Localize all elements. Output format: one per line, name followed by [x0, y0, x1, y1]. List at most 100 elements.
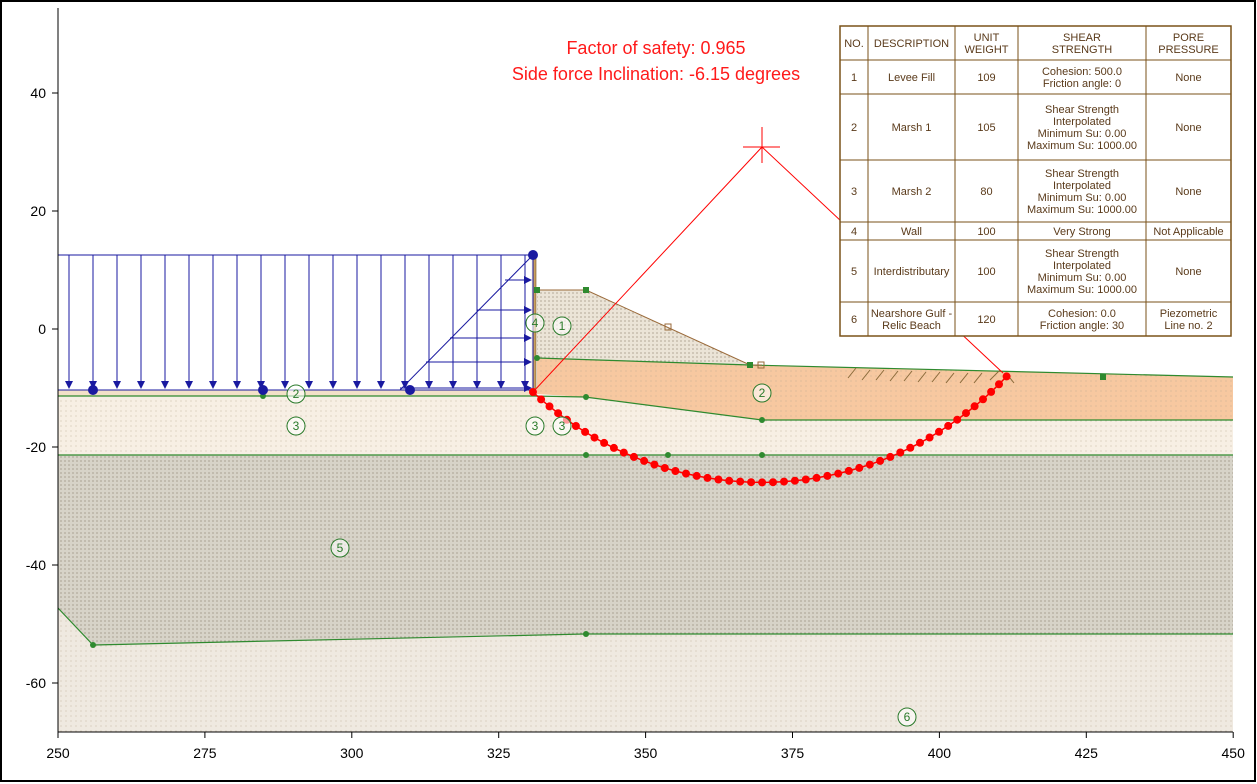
slip-point	[987, 387, 996, 396]
soil-label-interdist: 5	[330, 538, 350, 558]
table-cell-text: Friction angle: 0	[1043, 78, 1121, 90]
table-cell-text: Interpolated	[1053, 116, 1111, 128]
slip-point	[650, 460, 659, 469]
table-cell-text: 100	[977, 266, 995, 278]
slip-point	[944, 421, 953, 430]
surface-load	[58, 254, 534, 392]
svg-text:4: 4	[532, 316, 539, 330]
y-tick-label: 20	[30, 203, 46, 219]
svg-text:3: 3	[559, 419, 566, 433]
slip-point	[935, 427, 943, 436]
slip-point	[660, 464, 669, 472]
table-cell-text: Very Strong	[1053, 226, 1110, 238]
table-cell-text: Minimum Su: 0.00	[1038, 272, 1127, 284]
slip-point	[970, 402, 979, 411]
soil-label-marsh2-mid-b: 3	[552, 416, 572, 436]
table-cell-text: None	[1175, 266, 1201, 278]
ground-hatch	[847, 367, 1015, 384]
table-cell-text: Shear Strength	[1045, 248, 1119, 260]
slip-point	[790, 476, 799, 485]
svg-text:5: 5	[337, 541, 344, 555]
slip-point	[590, 433, 599, 442]
slip-point	[609, 443, 618, 452]
slip-point	[736, 477, 745, 486]
slip-point	[979, 395, 987, 404]
slip-point	[769, 478, 777, 487]
slip-point	[529, 388, 537, 396]
slip-point	[714, 475, 723, 484]
y-tick-label: 0	[38, 321, 46, 337]
slip-point	[725, 476, 734, 485]
slip-point	[925, 433, 934, 442]
table-cell-text: Friction angle: 30	[1040, 320, 1124, 332]
table-cell-text: Interdistributary	[874, 266, 950, 278]
slip-surface-points	[529, 372, 1011, 487]
table-cell-text: None	[1175, 186, 1201, 198]
soil-label-marsh2-mid-a: 3	[525, 416, 545, 436]
slip-point	[619, 448, 628, 457]
svg-text:6: 6	[904, 710, 911, 724]
soil-label-marsh1-right: 2	[752, 383, 772, 403]
slip-point	[865, 460, 874, 469]
slip-point	[780, 477, 788, 486]
y-tick-label: -20	[26, 439, 46, 455]
slip-point	[876, 456, 885, 465]
table-cell-text: UNIT	[974, 32, 1000, 44]
table-cell-text: PORE	[1173, 32, 1204, 44]
slip-point	[1002, 372, 1011, 381]
slip-point	[886, 452, 895, 461]
table-cell-text: Cohesion: 500.0	[1042, 66, 1122, 78]
slip-point	[801, 475, 810, 484]
load-nodes	[88, 250, 538, 395]
x-tick-label: 450	[1222, 745, 1246, 761]
table-cell-text: Levee Fill	[888, 72, 935, 84]
slip-point	[600, 438, 609, 447]
svg-text:1: 1	[559, 319, 566, 333]
x-tick-label: 375	[781, 745, 805, 761]
table-cell-text: Maximum Su: 1000.00	[1027, 140, 1137, 152]
table-cell-text: 100	[977, 226, 995, 238]
soil-label-wall: 4	[525, 313, 545, 333]
table-cell-text: 1	[851, 72, 857, 84]
slip-point	[812, 473, 821, 482]
table-cell-text: SHEAR	[1063, 32, 1101, 44]
table-cell-text: Line no. 2	[1164, 320, 1212, 332]
slip-point	[834, 469, 843, 478]
table-cell-text: Interpolated	[1053, 180, 1111, 192]
table-cell-text: 120	[977, 314, 995, 326]
y-tick-label: -40	[26, 557, 46, 573]
x-axis-ticks: 250 275 300 325 350 375 400 425 450	[46, 732, 1245, 761]
x-tick-label: 400	[928, 745, 952, 761]
table-cell-text: Relic Beach	[882, 320, 941, 332]
y-tick-label: -60	[26, 675, 46, 691]
soil-label-levee: 1	[552, 316, 572, 336]
table-cell-text: WEIGHT	[965, 44, 1009, 56]
x-tick-label: 275	[193, 745, 217, 761]
table-cell-text: Interpolated	[1053, 260, 1111, 272]
svg-text:2: 2	[293, 387, 300, 401]
table-cell-text: 109	[977, 72, 995, 84]
table-cell-text: None	[1175, 122, 1201, 134]
slip-point	[962, 409, 970, 418]
table-cell-text: PRESSURE	[1158, 44, 1219, 56]
table-cell-text: Wall	[901, 226, 922, 238]
side-force-inclination: Side force Inclination: -6.15 degrees	[512, 64, 800, 84]
slip-point	[916, 438, 924, 447]
table-cell-text: Nearshore Gulf -	[871, 308, 953, 320]
axes: 250 275 300 325 350 375 400 425 450 40200-20-40-…	[26, 8, 1245, 761]
table-cell-text: Piezometric	[1160, 308, 1218, 320]
slip-point	[671, 467, 680, 475]
table-cell-text: DESCRIPTION	[874, 38, 949, 50]
slip-point	[896, 448, 905, 457]
slip-point	[823, 471, 832, 480]
soil-label-marsh2-left: 3	[286, 416, 306, 436]
factor-of-safety: Factor of safety: 0.965	[566, 38, 745, 58]
slip-point	[906, 443, 915, 452]
soil-labels: 1 4 2 2 3 3 3 5 6	[286, 313, 917, 727]
table-cell-text: 3	[851, 186, 857, 198]
slip-point	[758, 478, 767, 487]
slip-point	[545, 402, 554, 411]
table-cell-text: Minimum Su: 0.00	[1038, 128, 1127, 140]
table-cell-text: 80	[980, 186, 992, 198]
